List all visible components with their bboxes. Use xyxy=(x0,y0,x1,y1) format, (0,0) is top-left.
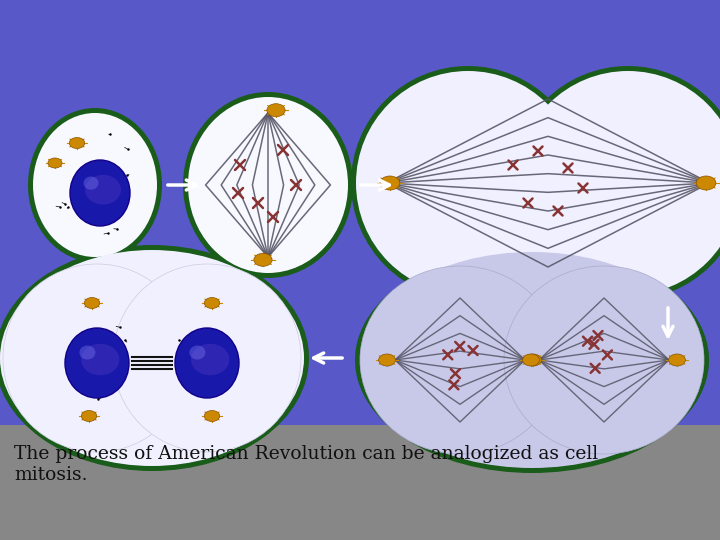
Bar xyxy=(0,0,720,430)
Ellipse shape xyxy=(189,346,205,360)
Ellipse shape xyxy=(0,250,304,466)
Bar xyxy=(0,425,720,540)
Ellipse shape xyxy=(254,253,272,266)
Ellipse shape xyxy=(523,354,539,366)
Ellipse shape xyxy=(79,346,95,360)
Ellipse shape xyxy=(511,66,720,300)
Ellipse shape xyxy=(33,113,157,257)
Ellipse shape xyxy=(65,328,129,398)
Ellipse shape xyxy=(356,71,580,295)
Ellipse shape xyxy=(696,176,716,190)
Ellipse shape xyxy=(360,266,560,454)
Ellipse shape xyxy=(69,138,85,148)
Ellipse shape xyxy=(204,298,220,308)
Ellipse shape xyxy=(516,71,720,295)
Ellipse shape xyxy=(70,160,130,226)
Text: The process of American Revolution can be analogized as cell
mitosis.: The process of American Revolution can b… xyxy=(14,445,598,484)
Ellipse shape xyxy=(191,344,230,375)
Ellipse shape xyxy=(28,108,162,262)
Ellipse shape xyxy=(84,177,99,190)
Ellipse shape xyxy=(81,344,120,375)
Ellipse shape xyxy=(113,264,301,452)
Ellipse shape xyxy=(204,410,220,422)
Ellipse shape xyxy=(3,264,191,452)
Ellipse shape xyxy=(267,104,285,117)
Ellipse shape xyxy=(504,266,704,454)
Ellipse shape xyxy=(669,354,685,366)
Ellipse shape xyxy=(351,66,585,300)
Ellipse shape xyxy=(85,175,121,205)
Ellipse shape xyxy=(84,298,99,308)
Ellipse shape xyxy=(81,410,96,422)
Ellipse shape xyxy=(183,92,353,278)
Ellipse shape xyxy=(380,176,400,190)
Ellipse shape xyxy=(379,354,395,366)
Ellipse shape xyxy=(48,158,62,168)
Ellipse shape xyxy=(355,247,709,473)
Ellipse shape xyxy=(175,328,239,398)
Ellipse shape xyxy=(0,245,309,471)
Ellipse shape xyxy=(360,252,704,468)
Ellipse shape xyxy=(525,354,541,366)
Ellipse shape xyxy=(188,97,348,273)
